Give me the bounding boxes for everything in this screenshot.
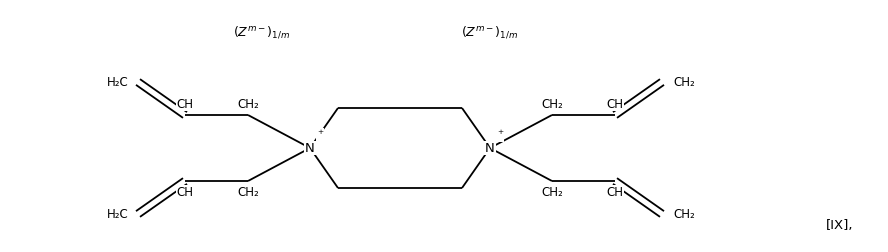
Text: ⁺: ⁺	[317, 129, 323, 142]
Text: $(Z^{m-})_{1/m}$: $(Z^{m-})_{1/m}$	[462, 24, 519, 40]
Text: H₂C: H₂C	[107, 76, 129, 88]
Text: ⁺: ⁺	[497, 129, 503, 142]
Text: CH₂: CH₂	[541, 185, 563, 199]
Text: CH₂: CH₂	[673, 207, 695, 220]
Text: CH: CH	[607, 185, 623, 199]
Text: CH₂: CH₂	[237, 98, 259, 110]
Text: CH: CH	[607, 98, 623, 110]
Text: H₂C: H₂C	[107, 207, 129, 220]
Text: CH₂: CH₂	[673, 76, 695, 88]
Text: CH: CH	[177, 98, 194, 110]
Text: CH: CH	[177, 185, 194, 199]
Text: CH₂: CH₂	[541, 98, 563, 110]
Text: [IX],: [IX],	[826, 218, 853, 232]
Text: N: N	[485, 142, 495, 154]
Text: CH₂: CH₂	[237, 185, 259, 199]
Text: $(Z^{m-})_{1/m}$: $(Z^{m-})_{1/m}$	[234, 24, 290, 40]
Text: N: N	[305, 142, 315, 154]
